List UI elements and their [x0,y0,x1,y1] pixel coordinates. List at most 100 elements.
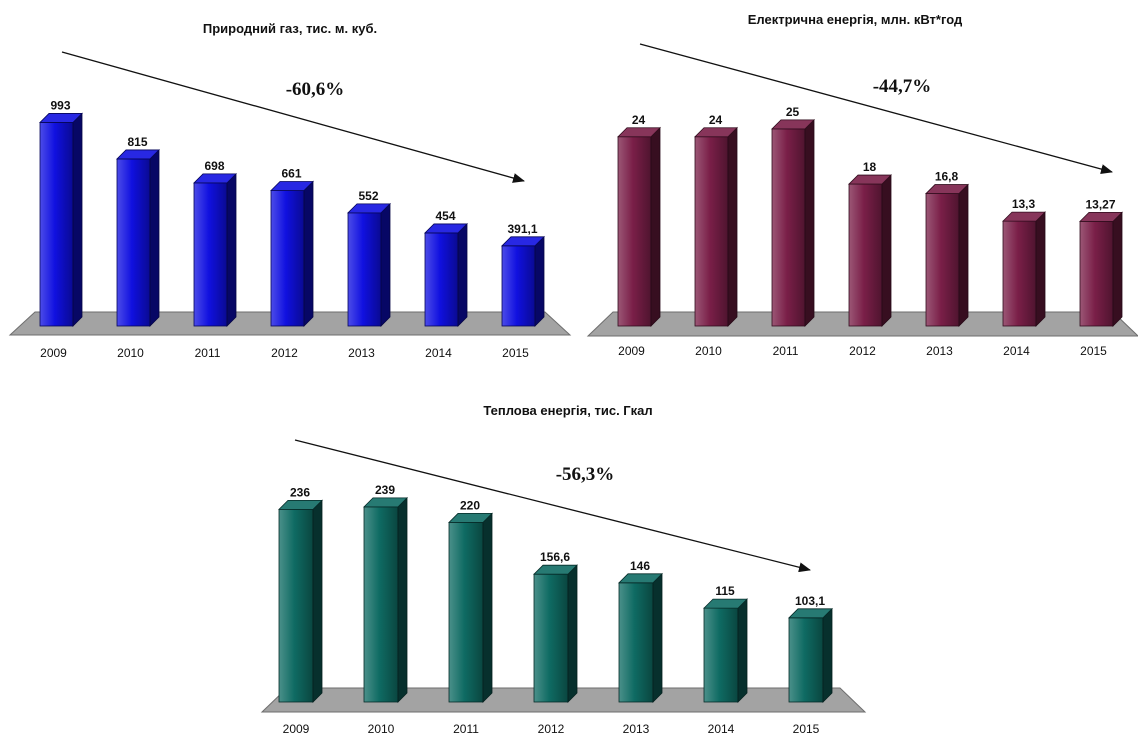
value-label: 24 [632,113,646,127]
bar-2014 [1002,211,1046,327]
bar-top [788,608,833,619]
bar-2010 [116,148,160,327]
bar-side [958,183,969,327]
bar-2013 [618,572,663,703]
x-tick-label: 2015 [1080,344,1107,358]
bar-2015 [1079,211,1123,327]
bar-2009 [617,126,661,327]
bar-front [116,158,151,327]
chart-title: Теплова енергія, тис. Гкал [483,403,652,418]
value-label: 13,27 [1085,197,1115,211]
bar-2013 [925,183,969,327]
value-label: 391,1 [507,222,537,236]
bar-2011 [771,118,815,327]
value-label: 103,1 [795,594,825,608]
x-tick-label: 2009 [40,346,67,360]
trend-arrow [294,439,811,573]
bar-side [312,499,323,703]
change-percentage: -60,6% [286,79,345,100]
x-tick-label: 2014 [1003,344,1030,358]
bar-2014 [703,598,748,703]
bar-front [278,508,314,703]
bar-front [193,182,228,327]
bar-front [501,245,536,327]
value-label: 815 [127,135,147,149]
bar-front [424,232,459,327]
bar-front [703,607,739,703]
x-tick-label: 2013 [623,722,650,736]
bar-front [694,136,729,327]
x-tick-label: 2012 [538,722,565,736]
bar-front [771,128,806,327]
bar-front [39,122,74,327]
bar-front [848,183,883,327]
bar-top [848,174,892,185]
bar-side [822,607,833,703]
value-label: 156,6 [540,550,570,564]
change-percentage: -56,3% [556,464,615,485]
bar-front [925,193,960,327]
x-tick-label: 2013 [926,344,953,358]
bar-front [1002,220,1037,327]
bar-top [617,127,661,138]
bar-top [694,127,738,138]
value-label: 146 [630,559,650,573]
bar-2009 [278,499,323,703]
chart-2: Електрична енергія, млн. кВт*год -44,7% 24… [586,12,1138,358]
bar-2009 [39,112,83,327]
bar-2011 [448,512,493,703]
bar-side [737,598,748,703]
bar-side [303,180,314,327]
value-label: 454 [435,209,455,223]
x-tick-label: 2014 [708,722,735,736]
bar-side [226,172,237,327]
bar-front [617,136,652,327]
value-label: 18 [863,160,877,174]
bar-front [347,212,382,327]
bar-top [533,564,578,575]
x-tick-label: 2009 [283,722,310,736]
bar-top [270,181,314,191]
x-tick-label: 2015 [793,722,820,736]
bar-top [703,598,748,609]
x-tick-label: 2014 [425,346,452,360]
chart-title: Електрична енергія, млн. кВт*год [748,12,963,27]
bar-top [501,236,545,247]
x-tick-label: 2010 [695,344,722,358]
bar-side [650,126,661,327]
value-label: 115 [715,584,735,598]
bar-top [618,573,663,584]
value-label: 25 [786,105,800,119]
bar-2011 [193,172,237,327]
bar-top [1002,211,1046,222]
bar-2012 [848,174,892,327]
x-tick-label: 2011 [453,722,479,736]
bar-top [116,149,160,160]
bar-side [652,572,663,703]
bar-top [1079,211,1123,222]
bar-2012 [533,564,578,703]
x-tick-label: 2012 [849,344,876,358]
bar-side [482,512,493,703]
bar-top [925,184,969,194]
value-label: 24 [709,113,723,127]
bar-front [533,573,569,703]
x-tick-label: 2015 [502,346,529,360]
value-label: 239 [375,483,395,497]
bar-side [804,118,815,327]
x-tick-label: 2012 [271,346,298,360]
bar-front [448,522,484,703]
bar-2015 [788,607,833,703]
bar-side [380,202,391,327]
trend-arrow [639,43,1113,174]
bar-side [1035,211,1046,327]
x-tick-label: 2010 [117,346,144,360]
value-label: 698 [204,159,224,173]
value-label: 16,8 [935,170,959,184]
bar-front [618,582,654,703]
trend-arrow [61,51,525,183]
x-tick-label: 2011 [195,346,221,360]
bar-2010 [363,496,408,703]
bar-front [363,506,399,703]
bar-top [39,113,83,123]
